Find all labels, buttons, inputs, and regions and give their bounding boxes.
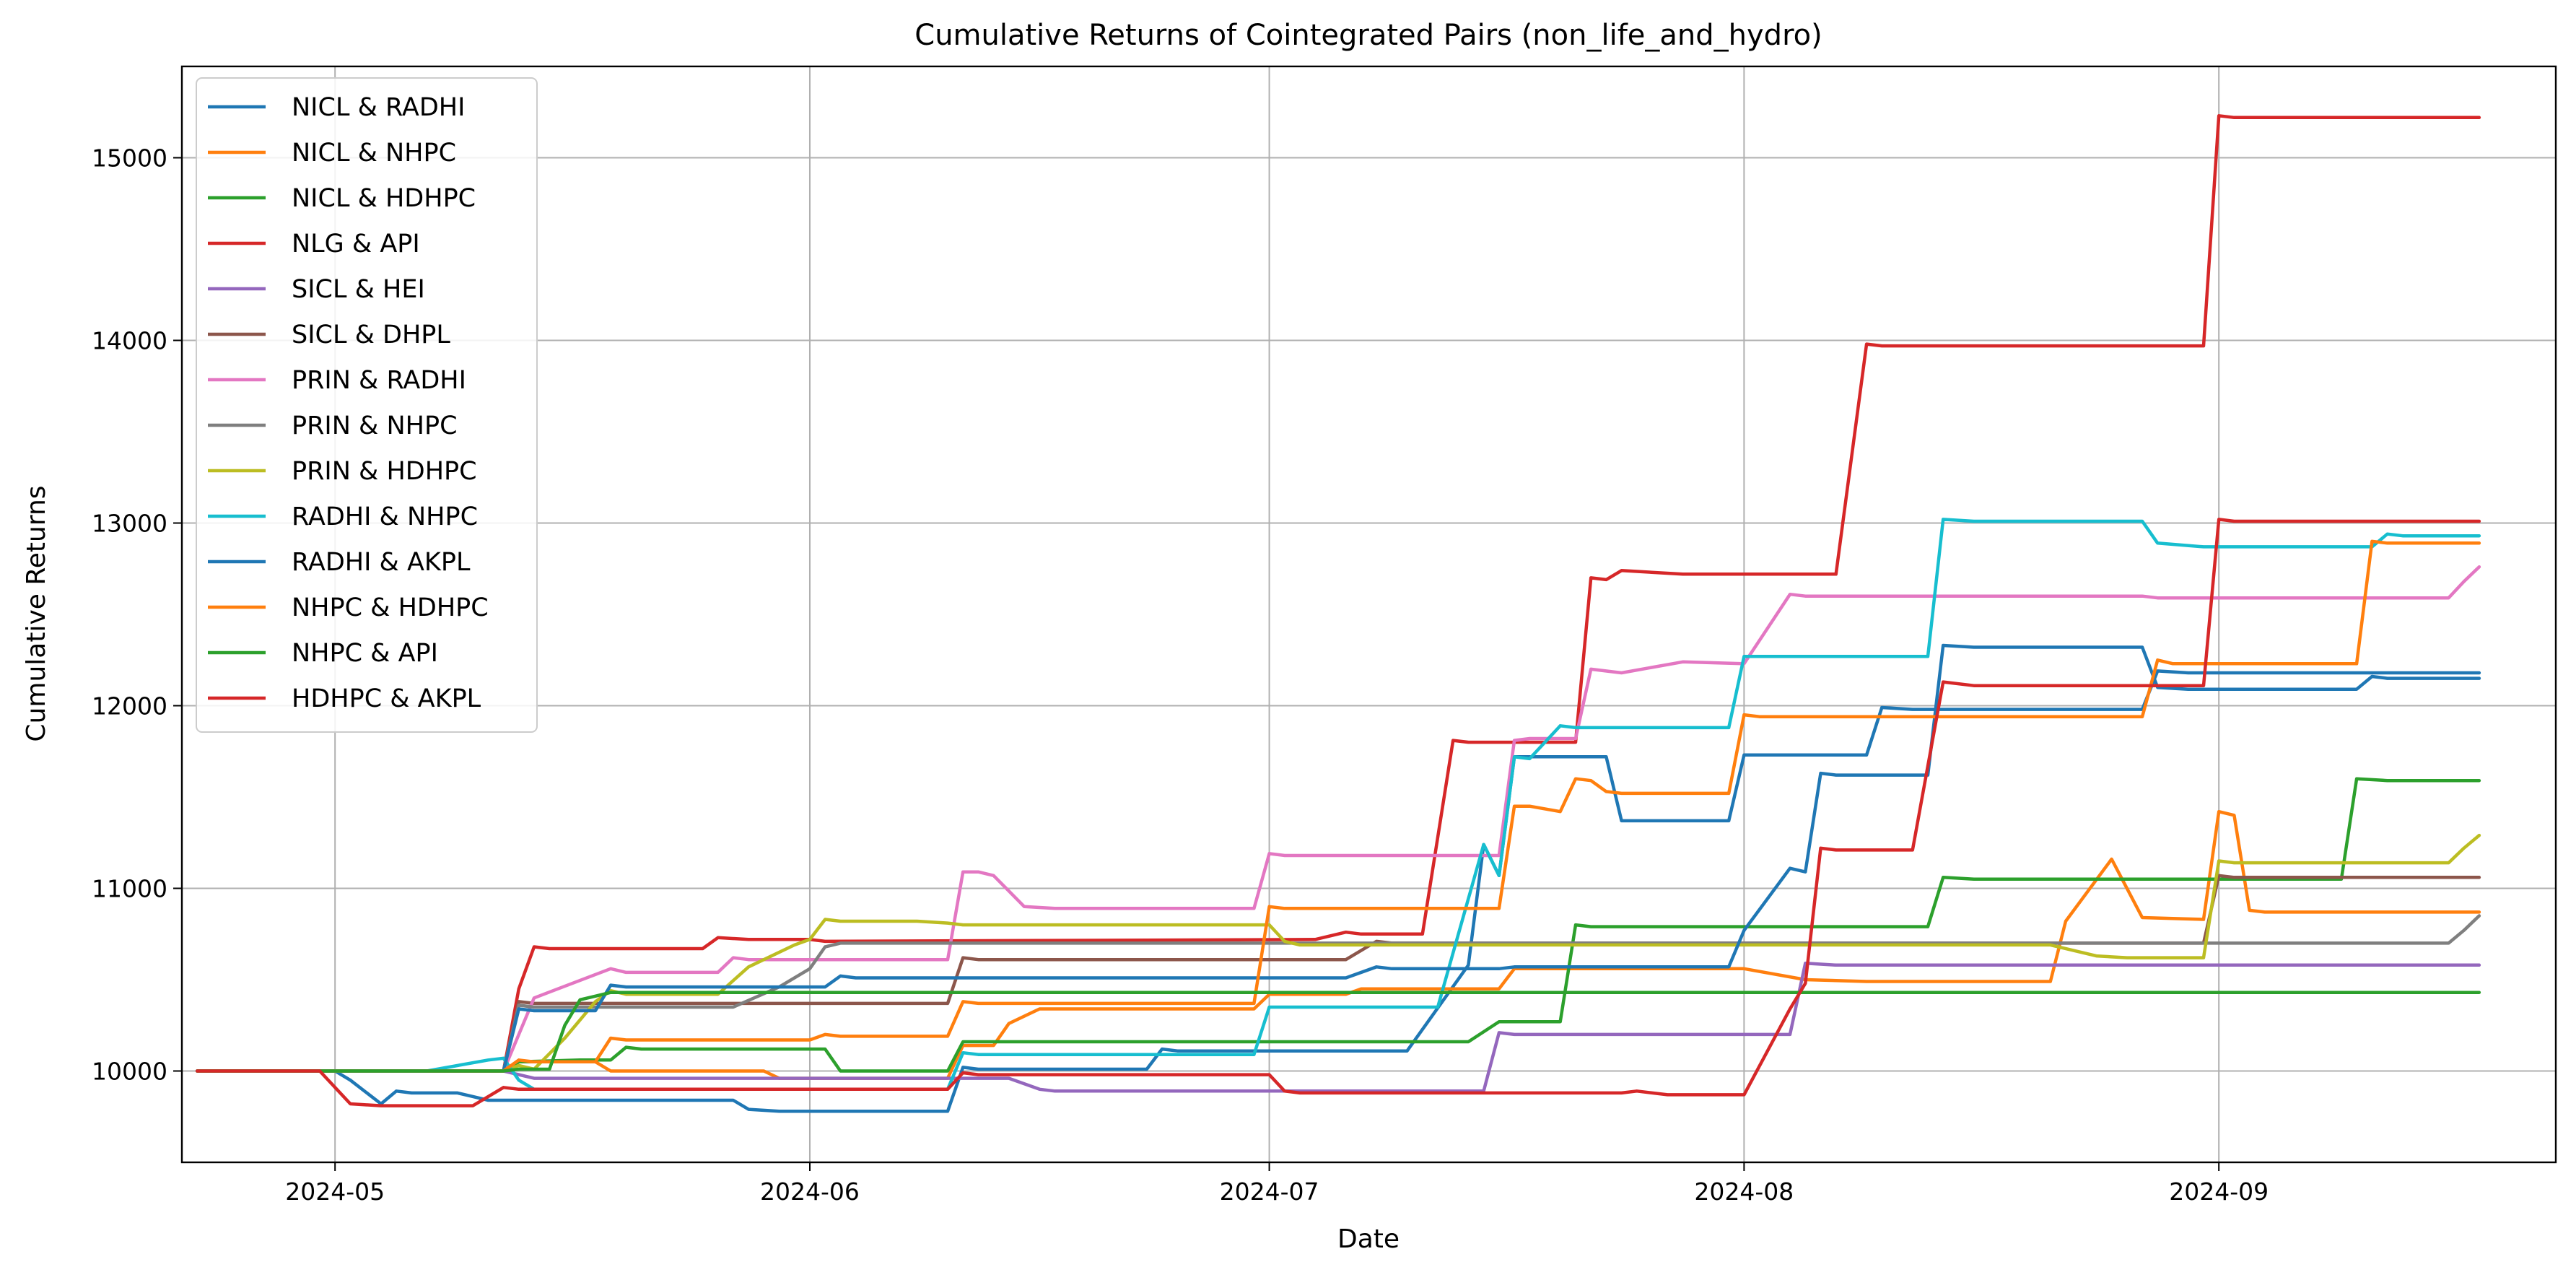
series-line-hdhpc-akpl: [195, 518, 2481, 1107]
legend-label: NICL & HDHPC: [292, 184, 476, 213]
legend-label: NHPC & HDHPC: [292, 593, 489, 622]
series-line-nicl-nhpc: [195, 809, 2481, 1080]
series-line-sicl-dhpl: [195, 874, 2481, 1073]
legend-label: SICL & DHPL: [292, 321, 450, 349]
x-tick-label: 2024-09: [2169, 1177, 2269, 1206]
series-line-nhpc-hdhpc: [195, 539, 2481, 1073]
legend-label: RADHI & AKPL: [292, 548, 471, 577]
chart-title: Cumulative Returns of Cointegrated Pairs…: [914, 19, 1822, 52]
x-tick-label: 2024-05: [285, 1177, 385, 1206]
grid: [182, 66, 2556, 1162]
legend-label: PRIN & NHPC: [292, 412, 458, 440]
legend-label: SICL & HEI: [292, 275, 425, 304]
y-tick-label: 14000: [92, 327, 167, 355]
series-line-nhpc-api: [195, 991, 2481, 1073]
legend-label: PRIN & HDHPC: [292, 457, 477, 486]
legend-label: PRIN & RADHI: [292, 366, 466, 395]
axes-frame: [180, 65, 2557, 1164]
series-line-sicl-hei: [195, 961, 2481, 1093]
series-line-prin-radhi: [195, 565, 2481, 1073]
legend-label: NICL & RADHI: [292, 93, 465, 122]
legend-label: RADHI & NHPC: [292, 502, 478, 531]
series-lines: [195, 114, 2481, 1113]
x-tick-label: 2024-08: [1694, 1177, 1794, 1206]
y-tick-label: 10000: [92, 1058, 167, 1086]
legend-label: NLG & API: [292, 230, 420, 258]
y-axis-label: Cumulative Returns: [22, 485, 51, 741]
x-tick-label: 2024-06: [760, 1177, 860, 1206]
series-line-prin-hdhpc: [195, 833, 2481, 1073]
series-line-nlg-api: [195, 114, 2481, 1073]
legend-label: NHPC & API: [292, 639, 438, 668]
legend: NICL & RADHI NICL & NHPC NICL & HDHPC NLG &…: [196, 77, 538, 733]
legend-box: [196, 77, 538, 733]
y-tick-label: 13000: [92, 510, 167, 538]
x-axis-label: Date: [1337, 1224, 1400, 1254]
y-tick-label: 15000: [92, 144, 167, 173]
y-tick-label: 11000: [92, 875, 167, 903]
axis-ticks: 2024-05 2024-06 2024-07 2024-08 2024-09 10000…: [92, 144, 2269, 1206]
y-tick-label: 12000: [92, 692, 167, 720]
series-line-prin-nhpc: [195, 914, 2481, 1073]
legend-label: NICL & NHPC: [292, 139, 456, 167]
series-line-radhi-akpl: [195, 643, 2481, 1073]
x-tick-label: 2024-07: [1220, 1177, 1319, 1206]
series-line-nicl-radhi: [195, 669, 2481, 1113]
legend-label: HDHPC & AKPL: [292, 684, 481, 713]
